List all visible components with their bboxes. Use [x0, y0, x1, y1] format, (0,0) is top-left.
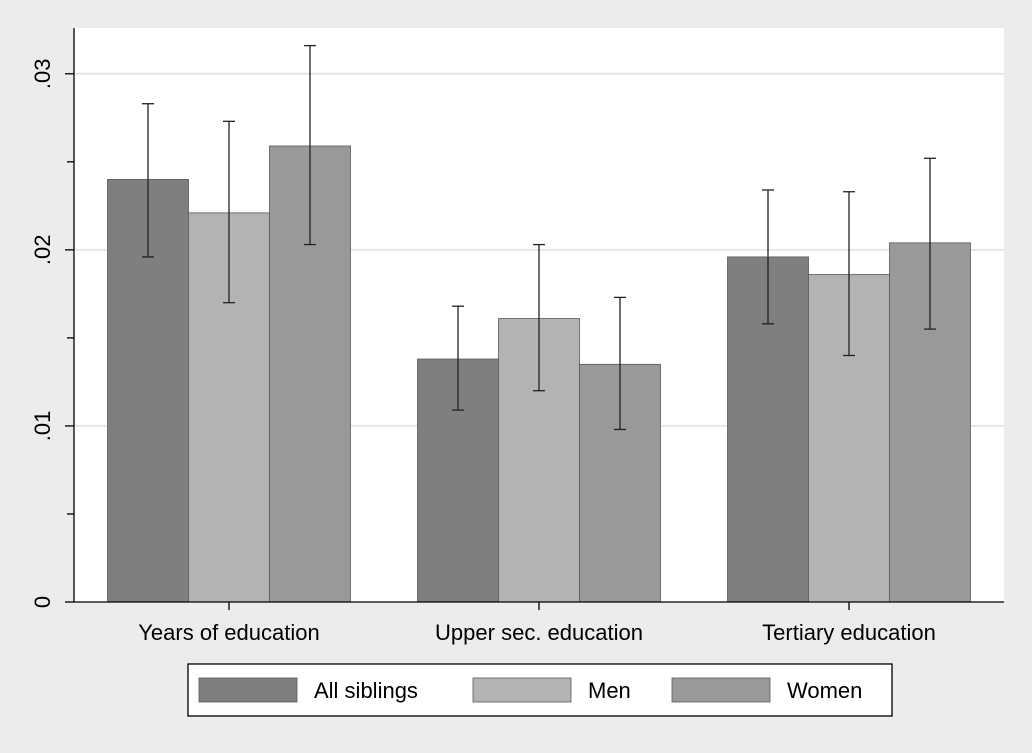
y-tick-label: .03 [30, 58, 55, 89]
legend-label: Men [588, 678, 631, 703]
y-tick-label: 0 [30, 596, 55, 608]
legend-swatch [198, 677, 298, 703]
x-tick-label: Years of education [138, 620, 319, 645]
legend-label: Women [787, 678, 862, 703]
legend-swatch [472, 677, 572, 703]
legend-label: All siblings [314, 678, 418, 703]
y-tick-label: .02 [30, 235, 55, 266]
y-tick-label: .01 [30, 411, 55, 442]
legend-swatch [671, 677, 771, 703]
x-tick-label: Upper sec. education [435, 620, 643, 645]
error-bars [142, 44, 936, 431]
axes: Years of education Upper sec. education Te… [30, 28, 1004, 645]
legend: All siblings Men Women [187, 663, 893, 717]
x-tick-label: Tertiary education [762, 620, 936, 645]
